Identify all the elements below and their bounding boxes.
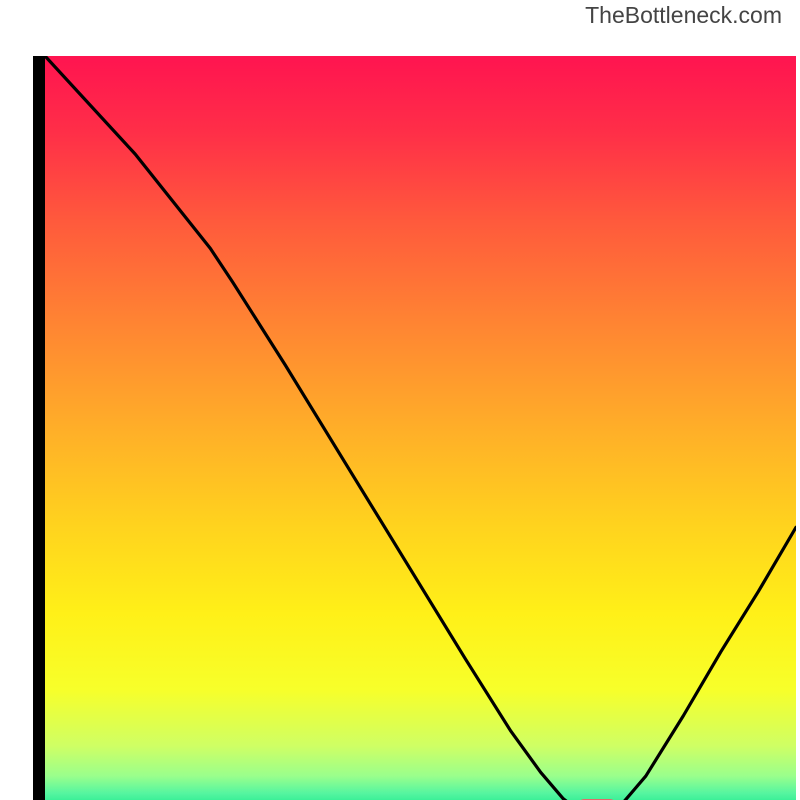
plot-area <box>45 56 796 800</box>
chart-frame <box>17 26 783 789</box>
axis-left <box>33 56 45 800</box>
watermark-text: TheBottleneck.com <box>585 2 782 29</box>
curve-line <box>45 56 796 800</box>
